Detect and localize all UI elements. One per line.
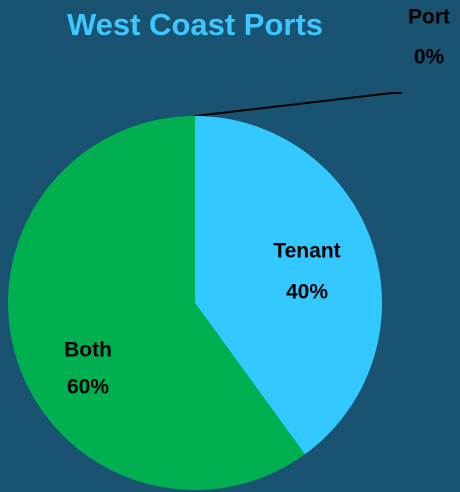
leader-line	[194, 92, 402, 117]
slice-value-label: 0%	[414, 46, 445, 69]
pie-slice	[195, 116, 382, 455]
slice-label: Port	[408, 6, 450, 29]
slice-value-label: 60%	[67, 376, 109, 399]
slice-value-label: 40%	[286, 281, 328, 304]
chart-title: West Coast Ports	[67, 7, 323, 42]
slice-label: Both	[64, 339, 112, 362]
slice-label: Tenant	[273, 240, 340, 263]
pie-slice	[7, 116, 305, 491]
